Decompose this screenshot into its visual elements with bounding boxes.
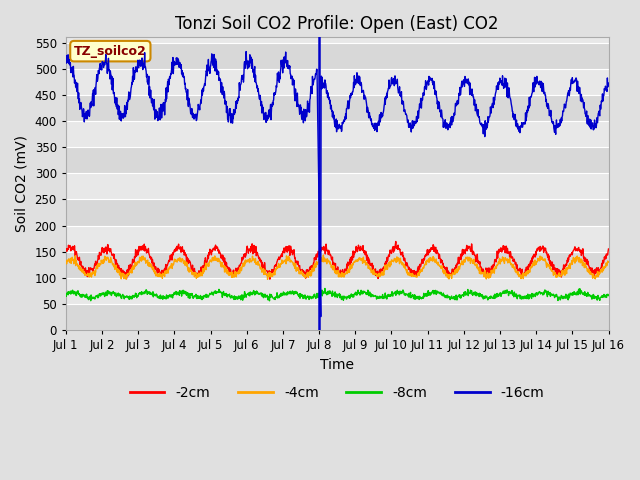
Bar bbox=[66, 43, 609, 69]
Bar bbox=[66, 252, 609, 278]
Bar bbox=[66, 95, 609, 121]
Bar bbox=[66, 226, 609, 252]
X-axis label: Time: Time bbox=[320, 358, 354, 372]
Bar bbox=[66, 278, 609, 304]
Bar bbox=[66, 199, 609, 226]
Bar bbox=[66, 69, 609, 95]
Bar bbox=[66, 147, 609, 173]
Bar bbox=[66, 173, 609, 199]
Title: Tonzi Soil CO2 Profile: Open (East) CO2: Tonzi Soil CO2 Profile: Open (East) CO2 bbox=[175, 15, 499, 33]
Bar bbox=[66, 304, 609, 330]
Text: TZ_soilco2: TZ_soilco2 bbox=[74, 45, 147, 58]
Legend: -2cm, -4cm, -8cm, -16cm: -2cm, -4cm, -8cm, -16cm bbox=[124, 380, 550, 405]
Y-axis label: Soil CO2 (mV): Soil CO2 (mV) bbox=[15, 135, 29, 232]
Bar bbox=[66, 121, 609, 147]
